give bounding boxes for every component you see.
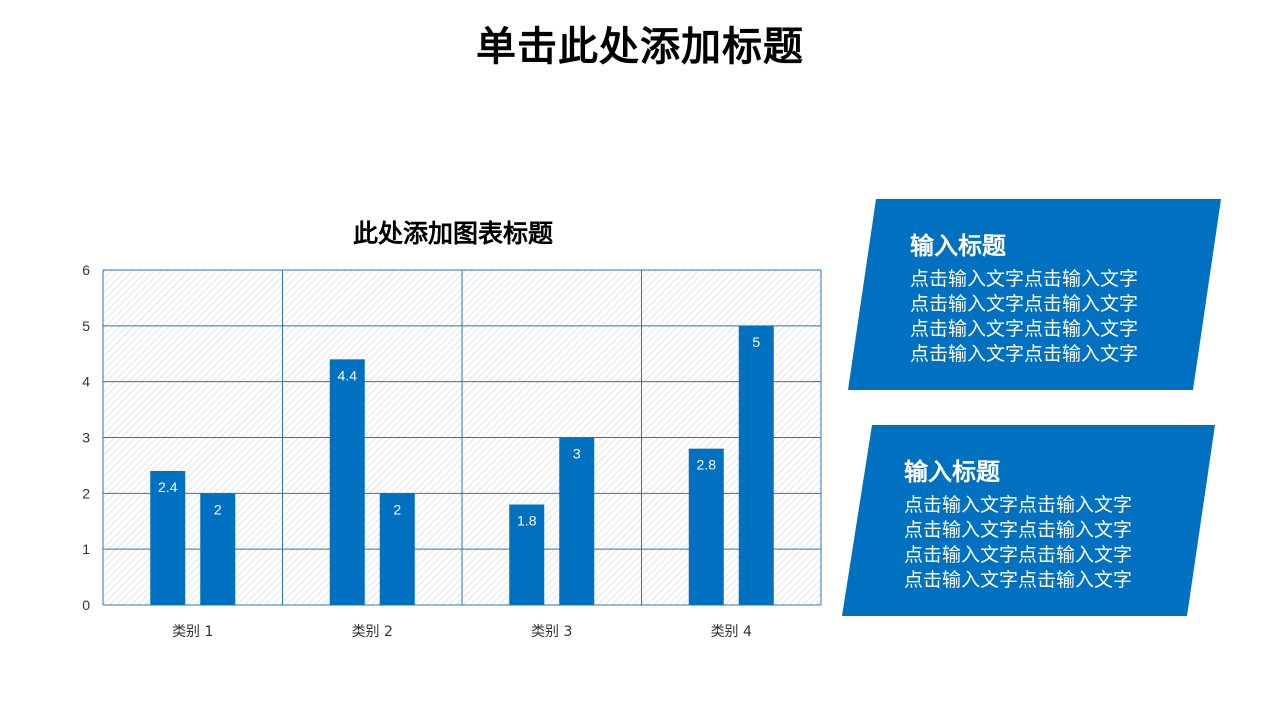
card-2-line-3[interactable]: 点击输入文字点击输入文字 bbox=[904, 544, 1133, 566]
info-card-1[interactable]: 输入标题 点击输入文字点击输入文字 点击输入文字点击输入文字 点击输入文字点击输… bbox=[848, 199, 1222, 391]
x-tick-label: 类别 3 bbox=[531, 624, 572, 640]
card-2-line-4[interactable]: 点击输入文字点击输入文字 bbox=[904, 569, 1133, 591]
data-label: 5 bbox=[752, 334, 760, 350]
card-2-line-2[interactable]: 点击输入文字点击输入文字 bbox=[904, 519, 1133, 541]
data-label: 1.8 bbox=[517, 513, 537, 529]
data-label: 3 bbox=[573, 446, 581, 462]
bar-1-series-2[interactable] bbox=[200, 493, 236, 605]
chart-title[interactable]: 此处添加图表标题 bbox=[352, 219, 553, 248]
x-tick-label: 类别 4 bbox=[711, 624, 752, 640]
card-1-line-1[interactable]: 点击输入文字点击输入文字 bbox=[910, 268, 1139, 290]
bar-3-series-1[interactable] bbox=[509, 504, 545, 606]
bar-4-series-1[interactable] bbox=[688, 448, 724, 605]
card-2-line-1[interactable]: 点击输入文字点击输入文字 bbox=[904, 494, 1133, 516]
bar-1-series-1[interactable] bbox=[150, 471, 186, 605]
y-tick-label: 0 bbox=[82, 597, 90, 613]
y-tick-label: 4 bbox=[82, 374, 90, 390]
card-1-line-3[interactable]: 点击输入文字点击输入文字 bbox=[910, 318, 1139, 340]
data-label: 2 bbox=[393, 501, 401, 517]
data-label: 2.4 bbox=[158, 479, 178, 495]
card-2-background bbox=[842, 425, 1215, 616]
x-tick-label: 类别 2 bbox=[352, 624, 393, 640]
y-tick-label: 1 bbox=[82, 541, 90, 557]
card-1-line-4[interactable]: 点击输入文字点击输入文字 bbox=[910, 343, 1139, 365]
data-label: 2.8 bbox=[697, 457, 717, 473]
y-tick-label: 3 bbox=[82, 430, 90, 446]
y-axis-ticks: 0 1 2 3 4 5 6 bbox=[82, 262, 90, 613]
card-1-line-2[interactable]: 点击输入文字点击输入文字 bbox=[910, 293, 1139, 315]
x-axis-ticks: 类别 1 类别 2 类别 3 类别 4 bbox=[172, 624, 752, 640]
x-tick-label: 类别 1 bbox=[172, 624, 213, 640]
data-label: 2 bbox=[214, 501, 222, 517]
y-tick-label: 6 bbox=[82, 262, 90, 278]
bars bbox=[150, 325, 774, 606]
info-card-2[interactable]: 输入标题 点击输入文字点击输入文字 点击输入文字点击输入文字 点击输入文字点击输… bbox=[842, 425, 1216, 617]
slide-title[interactable]: 单击此处添加标题 bbox=[476, 24, 804, 70]
data-labels: 2.4 2 4.4 2 1.8 3 2.8 5 bbox=[158, 334, 760, 529]
data-label: 4.4 bbox=[338, 367, 358, 383]
bar-3-series-2[interactable] bbox=[559, 437, 595, 606]
y-tick-label: 5 bbox=[82, 318, 90, 334]
card-1-title[interactable]: 输入标题 bbox=[910, 232, 1006, 260]
y-tick-label: 2 bbox=[82, 485, 90, 501]
card-2-title[interactable]: 输入标题 bbox=[904, 458, 1000, 486]
card-1-background bbox=[848, 199, 1221, 390]
bar-4-series-2[interactable] bbox=[738, 325, 774, 605]
bar-2-series-2[interactable] bbox=[379, 493, 415, 605]
bar-2-series-1[interactable] bbox=[329, 359, 365, 605]
